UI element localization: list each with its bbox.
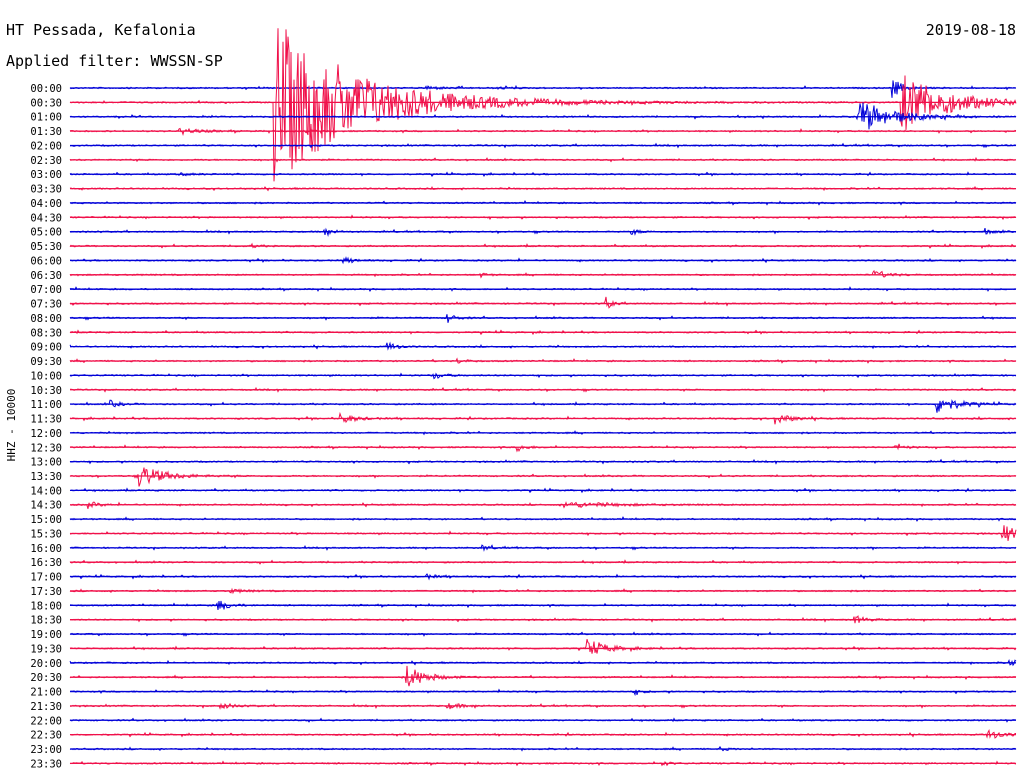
row-label-1730: 17:30 (30, 586, 62, 598)
row-label-1700: 17:00 (30, 572, 62, 584)
row-label-2000: 20:00 (30, 658, 62, 670)
row-label-1500: 15:00 (30, 514, 62, 526)
trace-group (69, 28, 1017, 767)
station-title: HT Pessada, Kefalonia (6, 21, 196, 39)
row-label-1900: 19:00 (30, 629, 62, 641)
row-label-0830: 08:30 (30, 327, 62, 339)
row-label-0100: 01:00 (30, 112, 62, 124)
row-label-2300: 23:00 (30, 744, 62, 756)
row-label-2200: 22:00 (30, 715, 62, 727)
row-label-0000: 00:00 (30, 83, 62, 95)
row-label-0230: 02:30 (30, 155, 62, 167)
row-label-2030: 20:30 (30, 672, 62, 684)
row-label-0430: 04:30 (30, 212, 62, 224)
row-label-0700: 07:00 (30, 284, 62, 296)
row-label-0200: 02:00 (30, 141, 62, 153)
row-label-1430: 14:30 (30, 500, 62, 512)
row-label-2230: 22:30 (30, 730, 62, 742)
row-label-2130: 21:30 (30, 701, 62, 713)
date-label: 2019-08-18 (926, 21, 1016, 39)
row-label-0500: 05:00 (30, 227, 62, 239)
row-label-0930: 09:30 (30, 356, 62, 368)
filter-label: Applied filter: WWSSN-SP (6, 52, 223, 70)
row-label-2330: 23:30 (30, 758, 62, 770)
row-label-1330: 13:30 (30, 471, 62, 483)
row-label-1930: 19:30 (30, 643, 62, 655)
row-label-0530: 05:30 (30, 241, 62, 253)
row-label-1230: 12:30 (30, 442, 62, 454)
row-label-1600: 16:00 (30, 543, 62, 555)
row-label-1130: 11:30 (30, 414, 62, 426)
row-label-0730: 07:30 (30, 299, 62, 311)
row-label-0600: 06:00 (30, 255, 62, 267)
row-label-0300: 03:00 (30, 169, 62, 181)
row-label-1000: 10:00 (30, 370, 62, 382)
row-label-0630: 06:30 (30, 270, 62, 282)
row-label-1400: 14:00 (30, 485, 62, 497)
row-label-1200: 12:00 (30, 428, 62, 440)
row-label-0900: 09:00 (30, 342, 62, 354)
row-label-0400: 04:00 (30, 198, 62, 210)
row-label-1630: 16:30 (30, 557, 62, 569)
row-label-1030: 10:30 (30, 385, 62, 397)
channel-side-label: HHZ - 10000 (5, 389, 18, 462)
row-label-1800: 18:00 (30, 600, 62, 612)
row-label-0800: 08:00 (30, 313, 62, 325)
row-label-1300: 13:00 (30, 457, 62, 469)
row-label-2100: 21:00 (30, 687, 62, 699)
row-label-1530: 15:30 (30, 529, 62, 541)
row-label-0330: 03:30 (30, 184, 62, 196)
row-label-0030: 00:30 (30, 97, 62, 109)
row-label-1830: 18:30 (30, 615, 62, 627)
row-label-group: 00:00 00:30 01:00 01:30 02:00 02:30 03:00 03:30… (30, 83, 62, 770)
row-label-1100: 11:00 (30, 399, 62, 411)
row-label-0130: 01:30 (30, 126, 62, 138)
